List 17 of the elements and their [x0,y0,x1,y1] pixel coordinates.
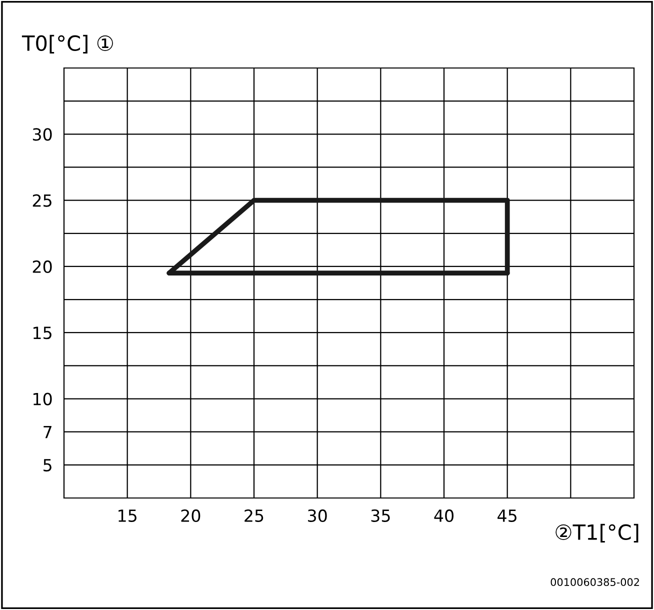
y-tick-label: 20 [32,260,52,274]
x-tick-label: 35 [371,509,390,522]
y-tick-label: 30 [32,128,52,141]
y-tick-label: 25 [32,194,52,207]
x-axis-title: ②T1[°C] [556,524,638,542]
text: 0010060385-002 [550,578,639,586]
x-tick-label: 15 [118,510,136,522]
chart-title: T0[°C] ① [22,34,113,54]
x-tick-label: 45 [498,510,516,522]
y-tick-label: 10 [34,392,52,406]
x-tick-label: 20 [181,509,200,522]
y-tick-label: 7 [44,426,52,438]
x-tick-label: 30 [308,509,327,522]
y-tick-label: 5 [44,459,52,472]
y-tick-label: 15 [34,326,52,340]
x-tick-label: 25 [244,509,264,522]
x-tick-label: 40 [434,509,454,522]
